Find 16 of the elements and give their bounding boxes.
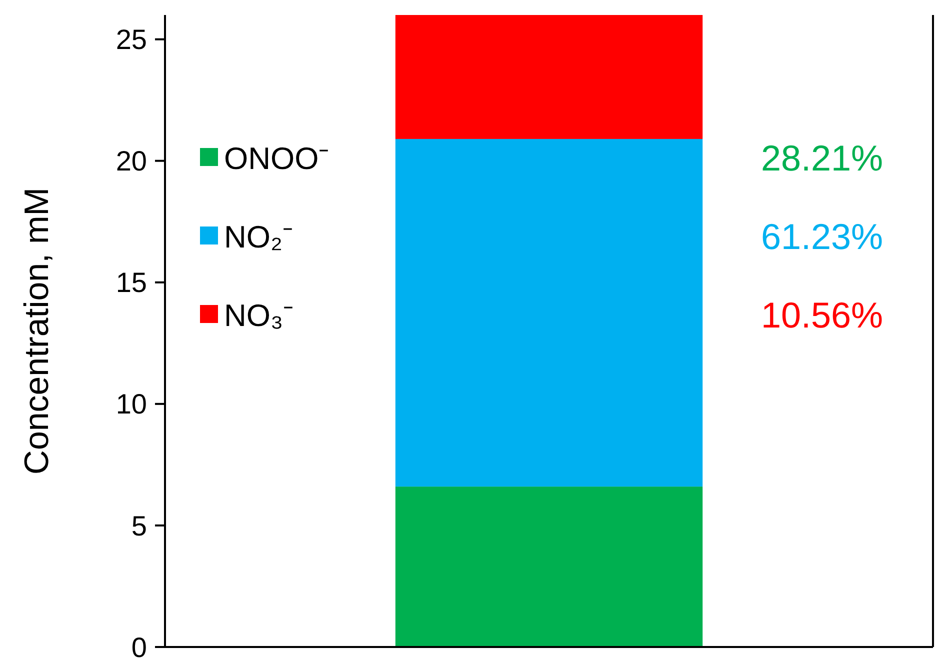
y-axis-title: Concentration, mM bbox=[18, 187, 56, 475]
y-tick-label: 20 bbox=[116, 146, 147, 177]
y-tick-label: 25 bbox=[116, 24, 147, 56]
bar bbox=[395, 138, 703, 487]
legend-label: NO₂⁻ bbox=[224, 219, 293, 254]
annotation: 10.56% bbox=[760, 294, 884, 336]
bar bbox=[395, 486, 703, 647]
legend-label: ONOO⁻ bbox=[224, 140, 329, 176]
annotation: 28.21% bbox=[760, 138, 884, 179]
y-tick-label: 5 bbox=[131, 510, 147, 542]
bar bbox=[395, 15, 703, 139]
y-tick-label: 10 bbox=[116, 388, 147, 420]
legend-label: NO₃⁻ bbox=[224, 298, 294, 333]
annotation: 61.23% bbox=[760, 216, 884, 258]
y-tick-label: 0 bbox=[131, 632, 147, 661]
y-tick-label: 15 bbox=[116, 267, 147, 298]
